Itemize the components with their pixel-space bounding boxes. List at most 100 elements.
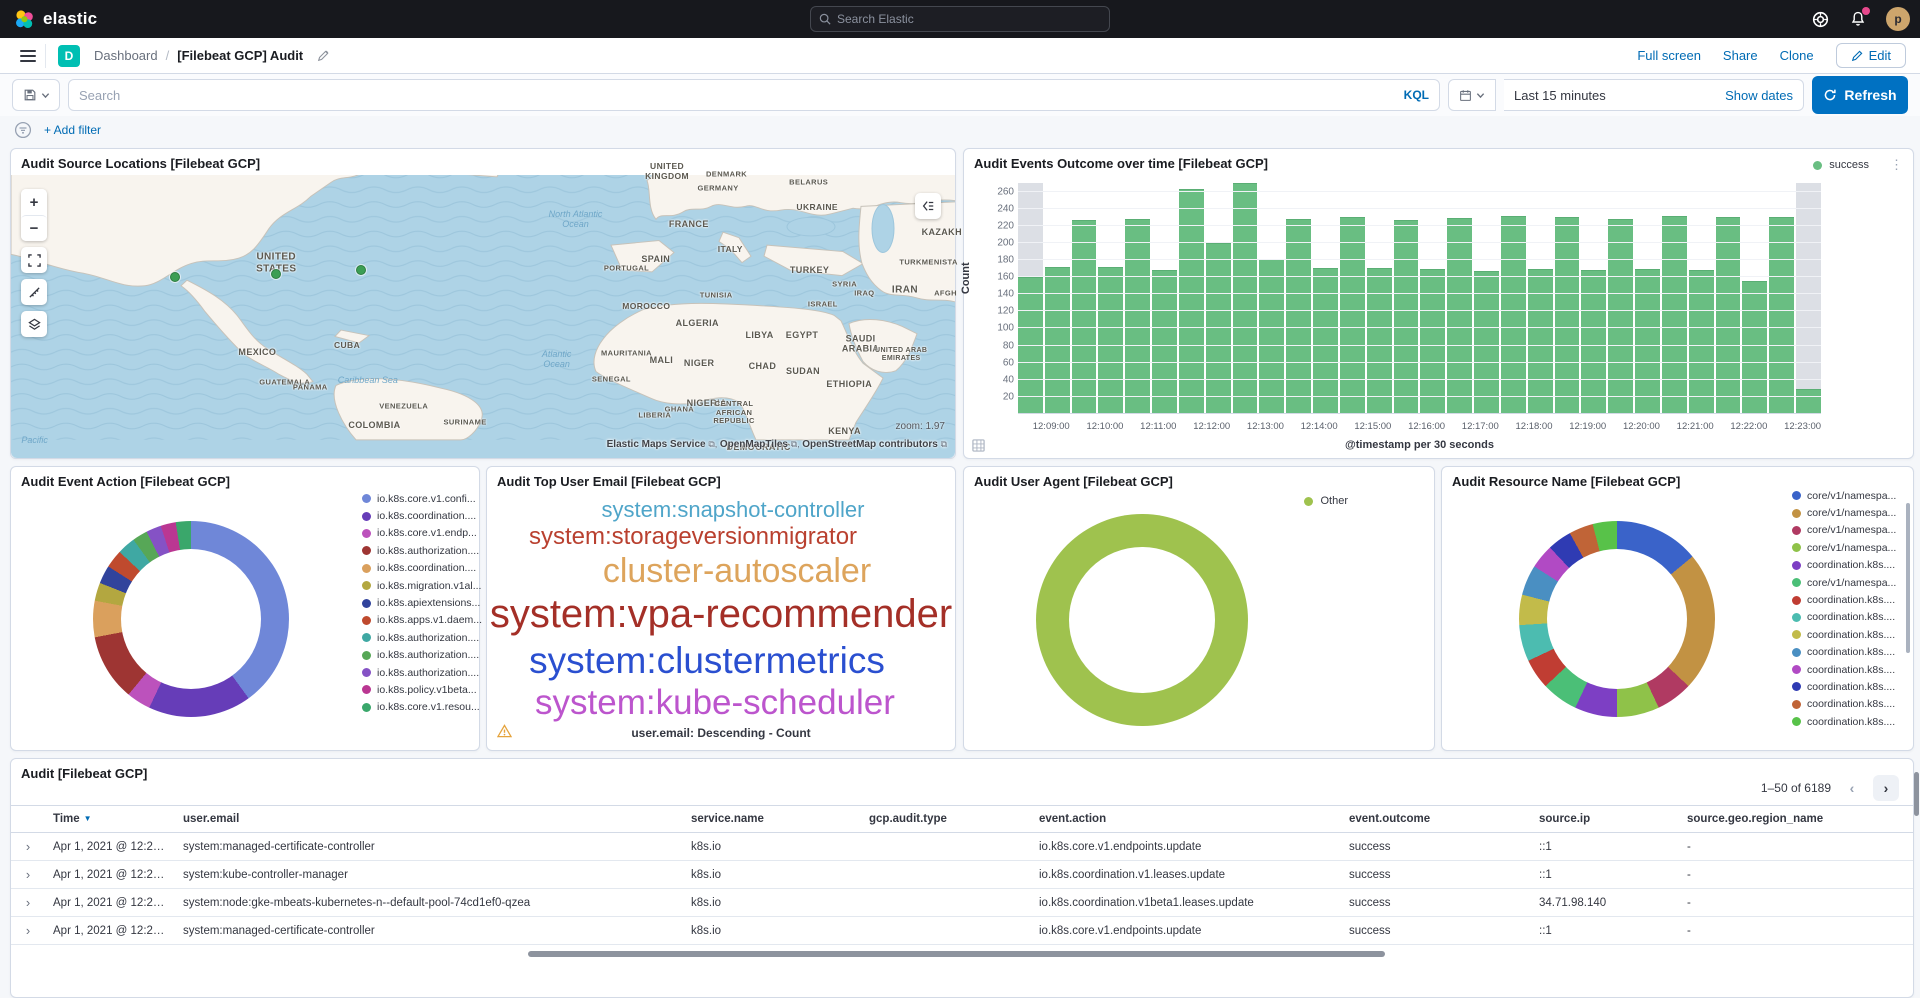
legend-other-label[interactable]: Other xyxy=(1320,495,1348,507)
bar[interactable] xyxy=(1769,183,1795,413)
show-dates-link[interactable]: Show dates xyxy=(1725,87,1793,103)
kql-language-toggle[interactable]: KQL xyxy=(1403,88,1429,102)
bar[interactable] xyxy=(1635,183,1660,413)
attribution-link[interactable]: OpenMapTiles xyxy=(719,439,791,450)
table-row[interactable]: › Apr 1, 2021 @ 12:23:35.500 system:node:g… xyxy=(11,889,1913,917)
warning-icon[interactable] xyxy=(497,724,512,738)
saved-query-button[interactable] xyxy=(12,79,60,111)
bar[interactable] xyxy=(1393,183,1419,413)
legend-item[interactable]: coordination.k8s.... xyxy=(1792,609,1910,626)
filter-options-icon[interactable] xyxy=(14,121,32,139)
breadcrumb-dashboard[interactable]: Dashboard xyxy=(94,48,158,63)
legend-item[interactable]: core/v1/namespa... xyxy=(1792,522,1910,539)
legend-item[interactable]: coordination.k8s.... xyxy=(1792,661,1910,678)
legend-item[interactable]: io.k8s.core.v1.confi... xyxy=(362,490,477,507)
table-row[interactable]: › Apr 1, 2021 @ 12:23:35.486 system:manage… xyxy=(11,917,1913,945)
legend-item[interactable]: core/v1/namespa... xyxy=(1792,574,1910,591)
legend-item[interactable]: coordination.k8s.... xyxy=(1792,713,1910,730)
bar[interactable] xyxy=(1420,183,1446,413)
refresh-button[interactable]: Refresh xyxy=(1812,76,1908,114)
bar[interactable] xyxy=(1178,183,1204,413)
map-data-point[interactable] xyxy=(170,272,181,283)
tag-cloud-term[interactable]: system:vpa-recommender xyxy=(489,592,953,637)
global-search-input[interactable] xyxy=(837,12,1101,26)
legend-item[interactable]: io.k8s.coordination.... xyxy=(362,507,477,524)
legend-item[interactable]: io.k8s.authorization.... xyxy=(362,664,479,681)
attribution-link[interactable]: Elastic Maps Service xyxy=(606,439,709,450)
add-filter-button[interactable]: + Add filter xyxy=(44,123,102,137)
bar[interactable] xyxy=(1259,183,1285,413)
edit-button[interactable]: Edit xyxy=(1835,43,1906,68)
time-range-field[interactable]: Last 15 minutes Show dates xyxy=(1504,79,1804,111)
legend-item[interactable]: coordination.k8s.... xyxy=(1792,557,1910,574)
legend-scrollbar[interactable] xyxy=(1906,503,1910,653)
date-picker-button[interactable] xyxy=(1448,79,1496,111)
share-button[interactable]: Share xyxy=(1722,48,1758,63)
column-header[interactable]: gcp.audit.type xyxy=(869,813,947,825)
kql-search-input[interactable] xyxy=(79,87,1404,103)
bar[interactable] xyxy=(1447,183,1473,413)
bar[interactable] xyxy=(1313,183,1338,413)
legend-item[interactable]: io.k8s.migration.v1al... xyxy=(362,577,481,594)
map-zoom-in-button[interactable]: + xyxy=(21,189,47,215)
help-icon[interactable] xyxy=(1810,9,1830,29)
bar[interactable] xyxy=(1071,183,1097,413)
map-legend-collapse-button[interactable] xyxy=(915,193,941,219)
legend-item[interactable]: io.k8s.core.v1.endp... xyxy=(362,525,477,542)
tag-cloud-term[interactable]: cluster-autoscaler xyxy=(602,552,872,591)
row-expander-icon[interactable]: › xyxy=(25,923,31,938)
map-attribution[interactable]: Elastic Maps Service ⧉, OpenMapTiles ⧉, … xyxy=(607,439,947,450)
legend-item[interactable]: io.k8s.policy.v1beta... xyxy=(362,681,477,698)
legend-item[interactable]: core/v1/namespa... xyxy=(1792,487,1910,504)
bar[interactable] xyxy=(1500,183,1526,413)
legend-menu-icon[interactable]: ⋮ xyxy=(1890,157,1903,172)
legend-item[interactable]: coordination.k8s.... xyxy=(1792,644,1910,661)
donut-chart-resource-name[interactable] xyxy=(1519,521,1715,717)
legend-item[interactable]: coordination.k8s.... xyxy=(1792,678,1910,695)
tag-cloud-term[interactable]: system:clustermetrics xyxy=(529,639,885,681)
legend-item[interactable]: io.k8s.core.v1.resou... xyxy=(362,699,480,716)
table-row[interactable]: › Apr 1, 2021 @ 12:23:35.855 system:kube-c… xyxy=(11,861,1913,889)
legend-item[interactable]: coordination.k8s.... xyxy=(1792,626,1910,643)
elastic-brand[interactable]: elastic xyxy=(14,9,97,30)
column-header[interactable]: Time ▼ xyxy=(53,813,92,825)
clone-button[interactable]: Clone xyxy=(1779,48,1814,63)
donut-chart-user-agent[interactable] xyxy=(1036,514,1248,726)
map-set-extent-button[interactable] xyxy=(21,247,47,273)
row-expander-icon[interactable]: › xyxy=(25,839,31,854)
column-header[interactable]: event.outcome xyxy=(1349,813,1431,825)
page-vertical-scrollbar[interactable] xyxy=(1914,772,1919,816)
world-map[interactable] xyxy=(11,175,955,458)
bar[interactable] xyxy=(1474,183,1499,413)
bar[interactable] xyxy=(1366,183,1392,413)
legend-item[interactable]: io.k8s.apps.v1.daem... xyxy=(362,612,482,629)
bar[interactable] xyxy=(1527,183,1553,413)
map-zoom-out-button[interactable]: − xyxy=(21,215,47,241)
donut-chart-event-action[interactable] xyxy=(93,521,289,717)
bar[interactable] xyxy=(1125,183,1151,413)
dashboard-app-badge[interactable]: D xyxy=(58,44,80,67)
map-tools-button[interactable] xyxy=(21,311,47,337)
bar[interactable] xyxy=(1286,183,1312,413)
row-expander-icon[interactable]: › xyxy=(25,867,31,882)
attribution-link[interactable]: OpenStreetMap contributors xyxy=(802,439,941,450)
alerts-bell-icon[interactable] xyxy=(1848,7,1870,29)
bar[interactable] xyxy=(1608,183,1634,413)
menu-hamburger-icon[interactable] xyxy=(12,43,46,68)
pagination-prev-button[interactable]: ‹ xyxy=(1849,780,1855,796)
inspect-table-icon[interactable] xyxy=(972,439,985,452)
column-header[interactable]: user.email xyxy=(183,813,240,825)
bar[interactable] xyxy=(1796,183,1821,413)
tag-cloud-term[interactable]: system:kube-scheduler xyxy=(535,683,895,723)
bar[interactable] xyxy=(1554,183,1580,413)
legend-item[interactable]: io.k8s.authorization.... xyxy=(362,629,479,646)
time-range-value[interactable]: Last 15 minutes xyxy=(1514,87,1606,103)
pagination-next-button[interactable]: › xyxy=(1873,775,1899,801)
map-data-point[interactable] xyxy=(356,265,367,276)
legend-item[interactable]: coordination.k8s.... xyxy=(1792,696,1910,713)
column-header[interactable]: service.name xyxy=(691,813,764,825)
column-header[interactable]: source.ip xyxy=(1539,813,1591,825)
bar[interactable] xyxy=(1661,183,1687,413)
legend-item[interactable]: coordination.k8s.... xyxy=(1792,591,1910,608)
edit-title-pencil-icon[interactable] xyxy=(317,50,329,62)
